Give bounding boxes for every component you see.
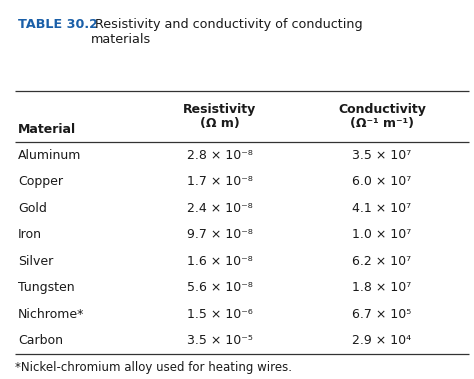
Text: Iron: Iron bbox=[18, 228, 42, 241]
Text: Nichrome*: Nichrome* bbox=[18, 308, 84, 321]
Text: 1.7 × 10⁻⁸: 1.7 × 10⁻⁸ bbox=[187, 175, 253, 188]
Text: Aluminum: Aluminum bbox=[18, 149, 82, 162]
Text: 4.1 × 10⁷: 4.1 × 10⁷ bbox=[353, 202, 411, 215]
Text: 1.6 × 10⁻⁸: 1.6 × 10⁻⁸ bbox=[187, 255, 253, 268]
Text: Material: Material bbox=[18, 123, 76, 136]
Text: 3.5 × 10⁷: 3.5 × 10⁷ bbox=[352, 149, 411, 162]
Text: 6.2 × 10⁷: 6.2 × 10⁷ bbox=[353, 255, 411, 268]
Text: 2.8 × 10⁻⁸: 2.8 × 10⁻⁸ bbox=[187, 149, 253, 162]
Text: 9.7 × 10⁻⁸: 9.7 × 10⁻⁸ bbox=[187, 228, 253, 241]
Text: Carbon: Carbon bbox=[18, 334, 63, 347]
Text: 1.5 × 10⁻⁶: 1.5 × 10⁻⁶ bbox=[187, 308, 253, 321]
Text: Resistivity
(Ω m): Resistivity (Ω m) bbox=[183, 102, 256, 130]
Text: Tungsten: Tungsten bbox=[18, 281, 74, 294]
Text: 2.4 × 10⁻⁸: 2.4 × 10⁻⁸ bbox=[187, 202, 253, 215]
Text: TABLE 30.2: TABLE 30.2 bbox=[18, 18, 98, 31]
Text: *Nickel-chromium alloy used for heating wires.: *Nickel-chromium alloy used for heating … bbox=[15, 361, 292, 374]
Text: Gold: Gold bbox=[18, 202, 47, 215]
Text: 3.5 × 10⁻⁵: 3.5 × 10⁻⁵ bbox=[187, 334, 253, 347]
Text: 6.7 × 10⁵: 6.7 × 10⁵ bbox=[352, 308, 411, 321]
Text: 5.6 × 10⁻⁸: 5.6 × 10⁻⁸ bbox=[187, 281, 253, 294]
Text: Copper: Copper bbox=[18, 175, 63, 188]
Text: 1.8 × 10⁷: 1.8 × 10⁷ bbox=[352, 281, 411, 294]
Text: 2.9 × 10⁴: 2.9 × 10⁴ bbox=[353, 334, 411, 347]
Text: Resistivity and conductivity of conducting
materials: Resistivity and conductivity of conducti… bbox=[91, 18, 363, 46]
Text: Silver: Silver bbox=[18, 255, 53, 268]
Text: 6.0 × 10⁷: 6.0 × 10⁷ bbox=[352, 175, 411, 188]
Text: Conductivity
(Ω⁻¹ m⁻¹): Conductivity (Ω⁻¹ m⁻¹) bbox=[338, 102, 426, 130]
Text: 1.0 × 10⁷: 1.0 × 10⁷ bbox=[352, 228, 411, 241]
